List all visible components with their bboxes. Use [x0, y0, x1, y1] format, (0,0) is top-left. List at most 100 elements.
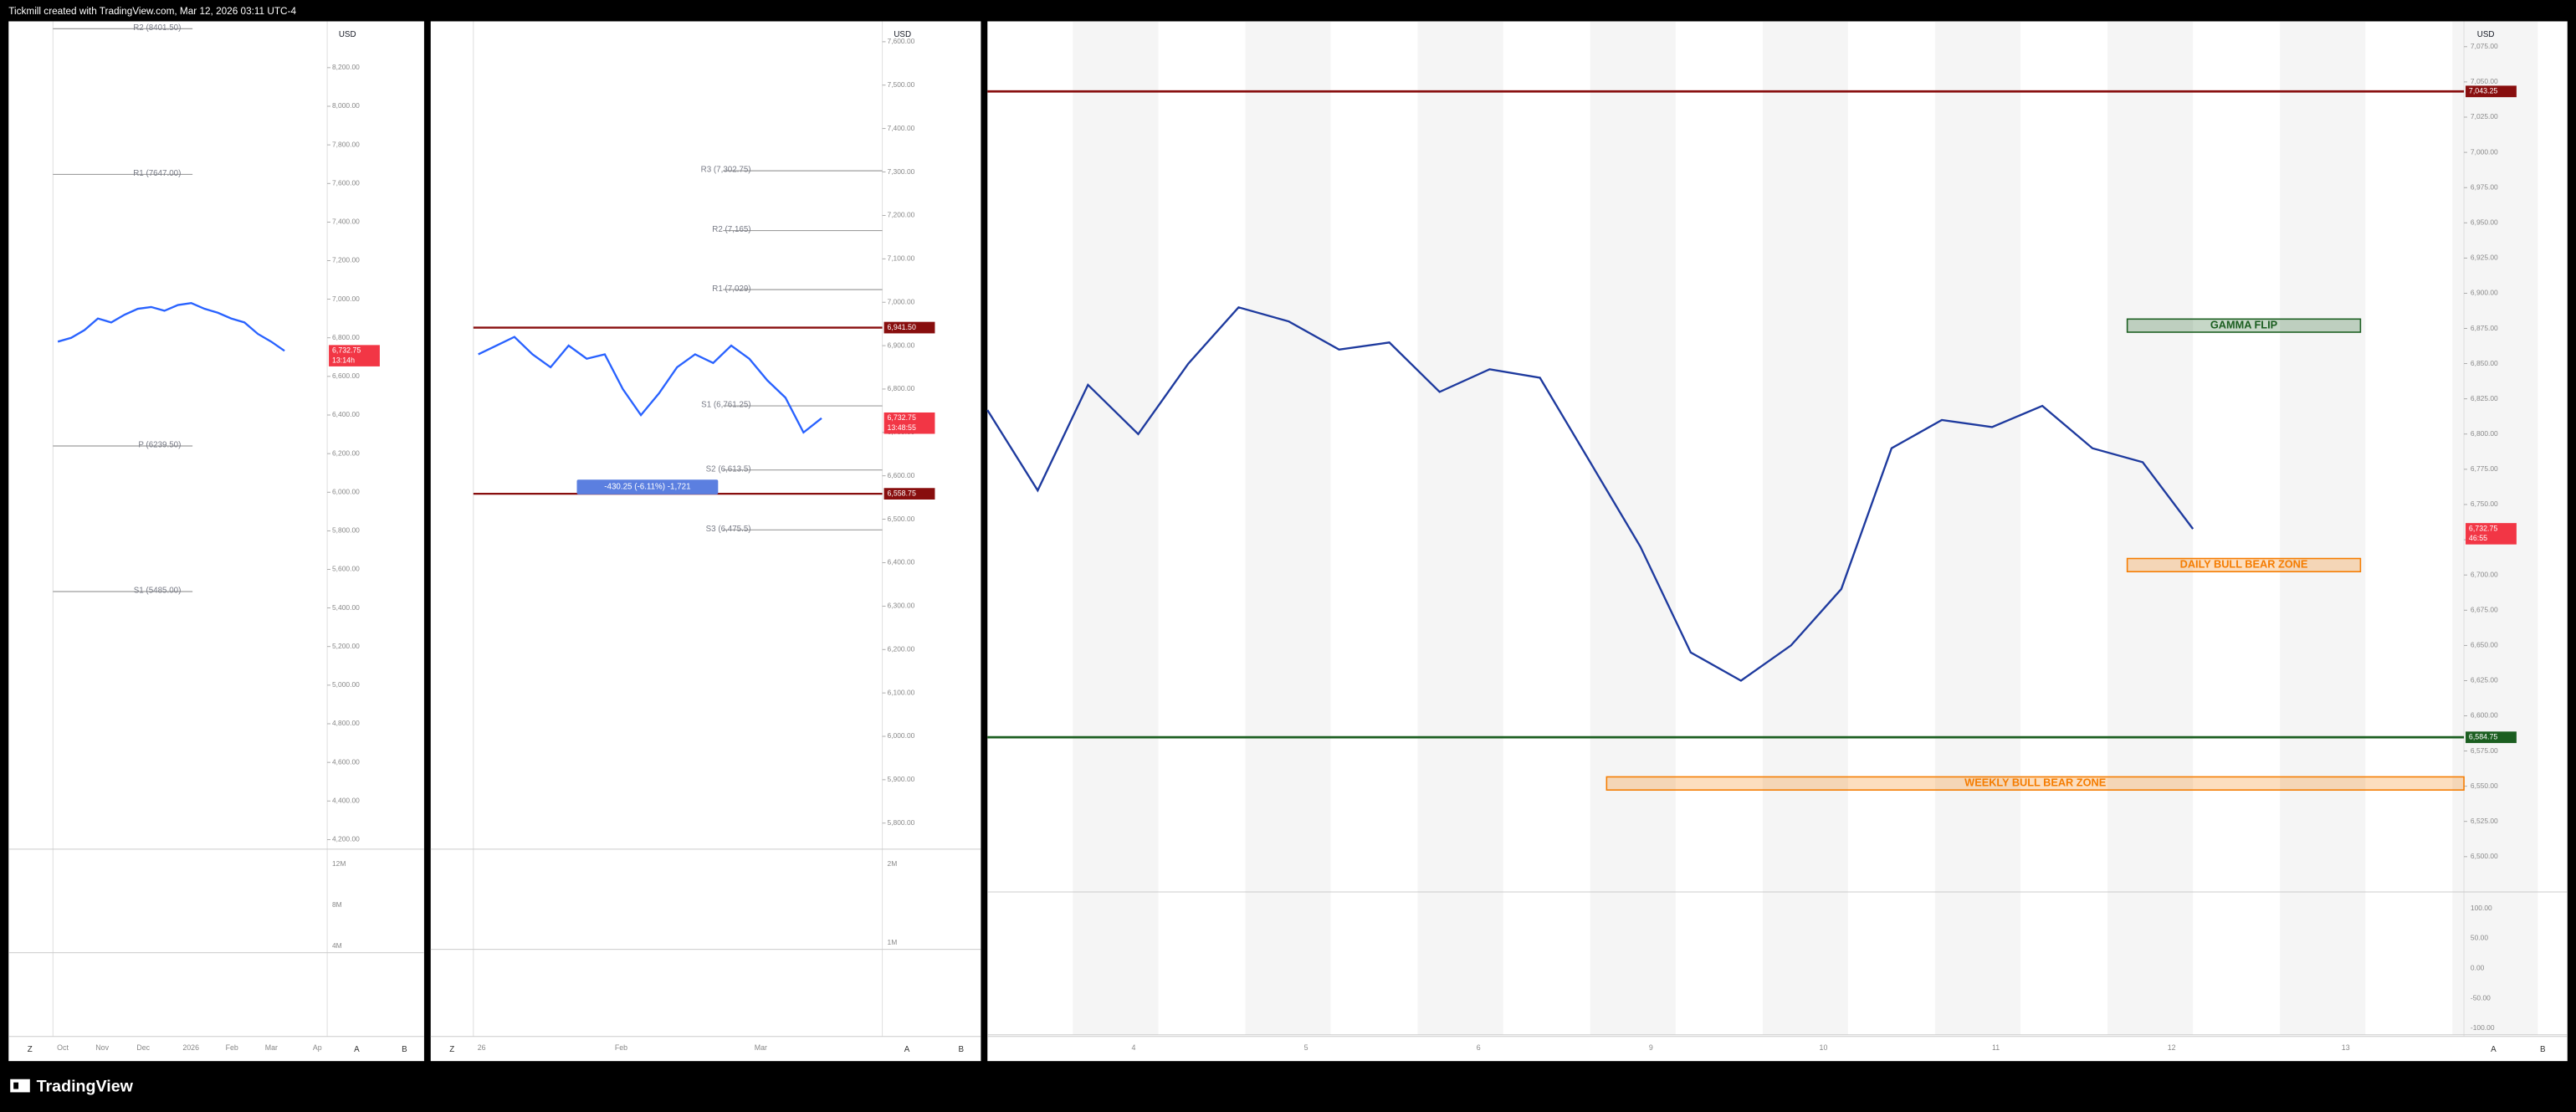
y-tick-label: 8,200.00 [332, 63, 360, 71]
footer-brand: TradingView [37, 1078, 134, 1096]
toolbar-button[interactable]: A [354, 1045, 360, 1054]
y-tick-label: 6,525.00 [2471, 817, 2498, 825]
price-tag [2466, 731, 2517, 744]
session-band [1073, 21, 1159, 1035]
y-tick-label: 6,800.00 [888, 384, 915, 392]
x-tick-label: 12 [2168, 1043, 2176, 1052]
price-tag-label: 6,584.75 [2469, 733, 2497, 741]
x-tick-label: 4 [1132, 1043, 1136, 1052]
measure-box [576, 479, 719, 495]
y-tick-label: 6,950.00 [2471, 218, 2498, 227]
chart-panel: USD 6,500.00 6,525.00 6,550.00 6,575.00 6,600… [986, 21, 2568, 1062]
brand-logo [10, 1079, 30, 1093]
x-tick-label: Ap [313, 1043, 322, 1052]
session-band [1762, 21, 1848, 1035]
y-tick-label: 6,000.00 [332, 487, 360, 495]
y-tick-label: 4,800.00 [332, 719, 360, 727]
toolbar-button[interactable]: Z [28, 1045, 33, 1054]
x-tick-label: 5 [1304, 1043, 1308, 1052]
subpane-label: 1M [888, 938, 898, 946]
y-tick-label: 6,200.00 [888, 644, 915, 653]
y-tick-label: 6,650.00 [2471, 641, 2498, 649]
x-tick-label: Feb [226, 1043, 238, 1052]
price-tag-label: 6,732.75 [332, 346, 361, 355]
zone-label: GAMMA FLIP [2210, 319, 2278, 331]
toolbar-button[interactable]: B [959, 1045, 965, 1054]
y-tick-label: 6,600.00 [332, 372, 360, 380]
price-tag-label: 6,558.75 [888, 489, 916, 497]
y-tick-label: 6,800.00 [2471, 429, 2498, 438]
x-tick-label: 6 [1477, 1043, 1481, 1052]
price-line [986, 305, 2194, 682]
y-tick-label: 4,400.00 [332, 796, 360, 804]
y-tick-label: 6,675.00 [2471, 605, 2498, 613]
y-tick-label: 7,300.00 [888, 167, 915, 176]
y-tick-label: 6,800.00 [332, 333, 360, 341]
x-tick-label: 11 [1992, 1043, 2000, 1052]
currency-label: USD [339, 30, 356, 39]
y-tick-label: 7,000.00 [2471, 147, 2498, 156]
y-tick-label: 6,775.00 [2471, 464, 2498, 473]
y-tick-label: 7,000.00 [332, 295, 360, 303]
y-tick-label: 6,200.00 [332, 448, 360, 457]
y-tick-label: 5,200.00 [332, 642, 360, 650]
y-tick-label: 6,500.00 [888, 515, 915, 523]
chart-panel: USD 5,800.00 5,900.00 6,000.00 6,100.00 6,200… [430, 21, 981, 1062]
y-tick-label: 7,400.00 [888, 124, 915, 132]
zone-label: WEEKLY BULL BEAR ZONE [1964, 776, 2106, 789]
pivot-label: S1 (5485.00) [134, 587, 182, 596]
session-band [1417, 21, 1503, 1035]
x-tick-label: Mar [265, 1043, 278, 1052]
price-tag [2466, 85, 2517, 98]
y-tick-label: 6,300.00 [888, 602, 915, 610]
session-band [2280, 21, 2366, 1035]
y-tick-label: 5,000.00 [332, 680, 360, 689]
pivot-label: R1 (7,029) [712, 284, 750, 294]
price-tag [883, 488, 935, 500]
price-tag [883, 412, 935, 434]
y-tick-label: 5,800.00 [332, 526, 360, 535]
pivot-label: P (6239.50) [138, 441, 181, 450]
subpane-label: 100.00 [2471, 904, 2492, 912]
y-tick-label: 6,900.00 [2471, 289, 2498, 297]
currency-label: USD [894, 30, 911, 39]
panel-bg [430, 21, 981, 1062]
session-band [1245, 21, 1331, 1035]
price-line [478, 336, 822, 434]
pivot-label: R2 (8401.50) [133, 23, 181, 33]
y-tick-label: 6,600.00 [2471, 711, 2498, 720]
panel-bg [8, 21, 424, 1062]
session-band [2107, 21, 2194, 1035]
price-tag [883, 321, 935, 334]
toolbar-button[interactable]: A [2491, 1045, 2497, 1054]
y-tick-label: 6,000.00 [888, 731, 915, 740]
x-tick-label: Nov [95, 1043, 109, 1052]
x-tick-label: 2026 [182, 1043, 199, 1052]
price-tag-label: 6,732.75 [888, 413, 916, 422]
toolbar-button[interactable]: B [402, 1045, 407, 1054]
toolbar-button[interactable]: Z [449, 1045, 454, 1054]
price-tag-label: 7,043.25 [2469, 87, 2497, 95]
zone-box [2126, 318, 2362, 333]
y-tick-label: 6,575.00 [2471, 746, 2498, 755]
y-tick-label: 6,625.00 [2471, 676, 2498, 684]
price-tag-timer: 46:55 [2469, 534, 2487, 542]
toolbar-button[interactable]: B [2540, 1045, 2546, 1054]
session-band [1934, 21, 2021, 1035]
subpane-label: 2M [888, 859, 898, 868]
y-tick-label: 7,500.00 [888, 80, 915, 89]
y-tick-label: 6,400.00 [332, 410, 360, 418]
y-tick-label: 7,050.00 [2471, 77, 2498, 85]
y-tick-label: 6,600.00 [888, 471, 915, 479]
zone-box [1606, 776, 2465, 791]
x-tick-label: 9 [1649, 1043, 1653, 1052]
x-tick-label: Oct [57, 1043, 69, 1052]
y-tick-label: 6,100.00 [888, 688, 915, 696]
toolbar-button[interactable]: A [904, 1045, 910, 1054]
price-tag [329, 345, 380, 366]
session-band [1590, 21, 1676, 1035]
pivot-label: R3 (7,302.75) [701, 166, 751, 175]
pivot-label: S3 (6,475.5) [706, 525, 751, 534]
